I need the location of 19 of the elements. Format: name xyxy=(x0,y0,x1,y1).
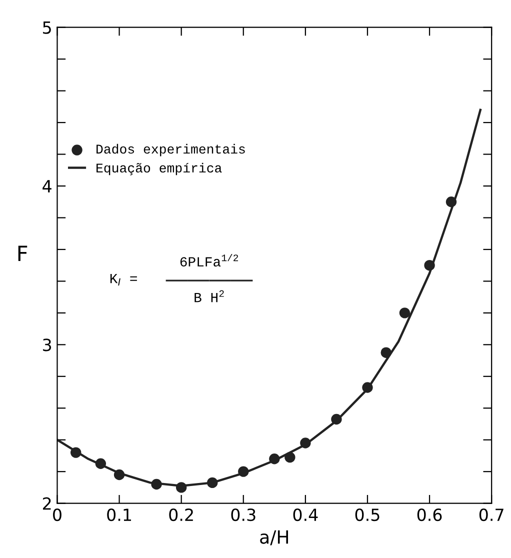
x-tick-label: 0.4 xyxy=(293,508,318,522)
x-tick-label: 0.6 xyxy=(417,508,442,522)
y-axis-title: F xyxy=(18,246,28,261)
y-tick-label: 3 xyxy=(43,338,52,352)
x-tick-label: 0.3 xyxy=(231,508,256,522)
legend-label: Dados experimentais xyxy=(96,144,245,156)
y-tick-label: 5 xyxy=(43,22,51,34)
x-tick-label: 0.1 xyxy=(107,508,131,522)
x-tick-label: 0.7 xyxy=(479,508,504,522)
x-axis-title: a/H xyxy=(260,530,288,546)
y-tick-label: 4 xyxy=(42,180,52,192)
y-tick-label: 2 xyxy=(42,497,51,510)
x-tick-label: 0.5 xyxy=(355,508,380,522)
x-tick-label: 0.2 xyxy=(169,508,193,522)
legend-label: Equação empírica xyxy=(96,162,222,176)
annotation: B H$^{2}$ xyxy=(194,290,224,302)
annotation: 6PLFa$^{1/2}$ xyxy=(180,254,238,267)
annotation: K$_{I}$ = xyxy=(110,274,137,286)
x-tick-label: 0 xyxy=(53,508,62,522)
